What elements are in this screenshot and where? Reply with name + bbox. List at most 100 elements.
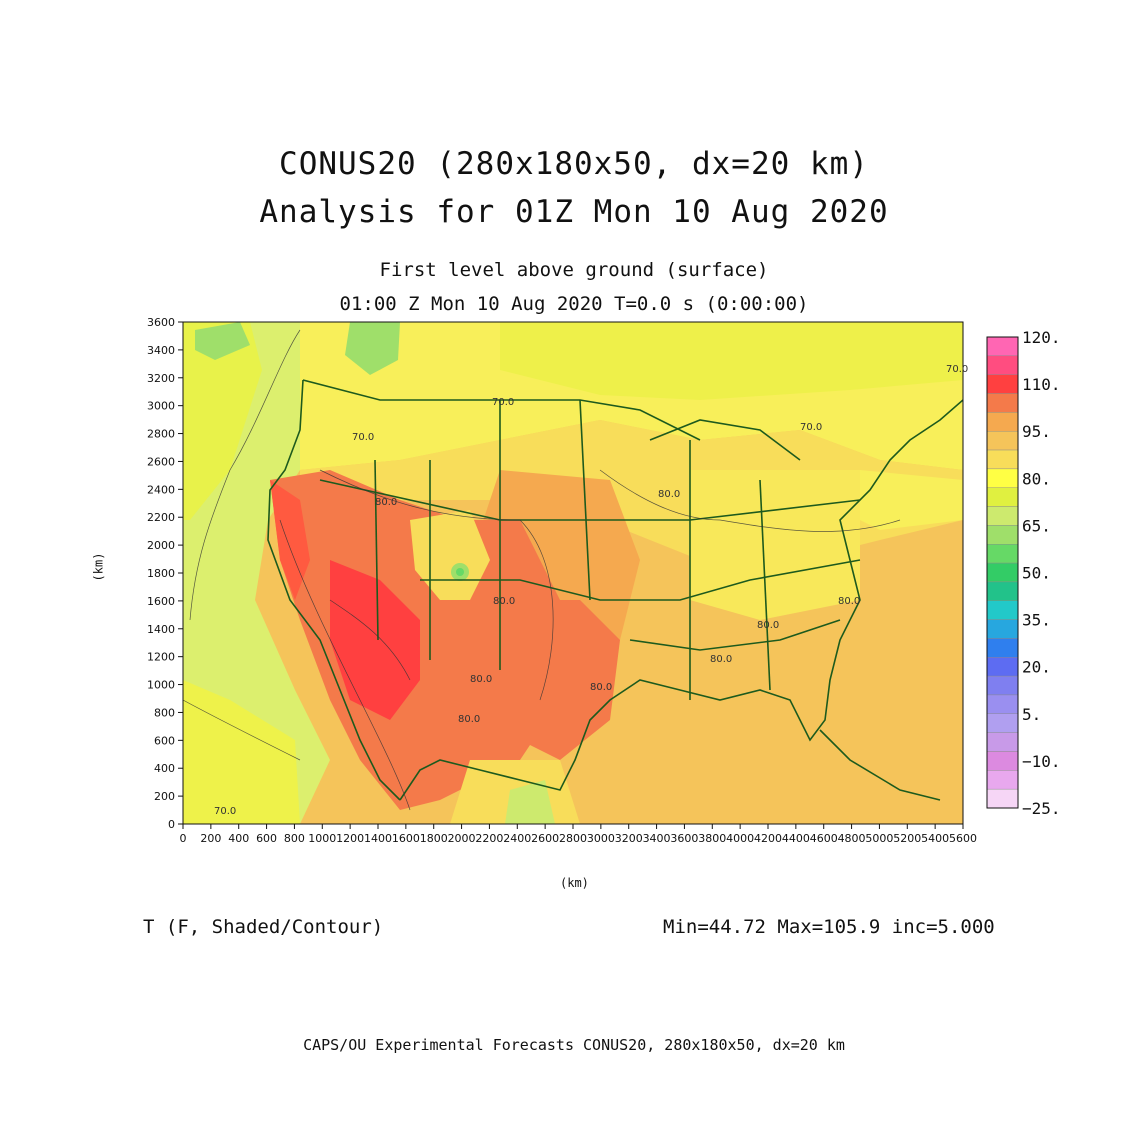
colorbar-swatch: [986, 638, 1019, 658]
x-tick-label: 4000: [726, 832, 754, 845]
y-tick-label: 3400: [147, 344, 175, 357]
y-tick-label: 0: [168, 818, 175, 831]
state-line: [759, 479, 771, 691]
contour-label: 70.0: [214, 806, 236, 817]
colorbar: 120. 110. 95. 80. 65. 50. 35. 20. 5. −10. −25.: [986, 328, 1061, 818]
colorbar-label: 110.: [1022, 375, 1061, 394]
state-line: [420, 559, 861, 601]
temperature-field: [183, 322, 963, 824]
colorbar-swatch: [986, 751, 1019, 771]
great-lakes-outline: [649, 419, 801, 461]
state-line: [579, 399, 591, 601]
map-boundaries: [267, 379, 963, 801]
contour-label: 80.0: [838, 596, 860, 607]
y-tick-label: 1800: [147, 567, 175, 580]
state-line: [629, 619, 841, 651]
cool-patch: [345, 322, 400, 375]
contour-label: 80.0: [375, 497, 397, 508]
x-tick-label: 5400: [921, 832, 949, 845]
state-line: [319, 479, 861, 521]
colorbar-swatch: [986, 336, 1019, 357]
x-tick-label: 600: [256, 832, 277, 845]
x-tick-label: 3400: [643, 832, 671, 845]
x-tick-label: 5000: [865, 832, 893, 845]
colorbar-swatch: [986, 581, 1019, 601]
contour-label: 80.0: [470, 674, 492, 685]
x-tick-label: 5200: [893, 832, 921, 845]
y-tick-label: 2200: [147, 511, 175, 524]
colorbar-label: 5.: [1022, 705, 1041, 724]
y-tick-label: 3000: [147, 400, 175, 413]
colorbar-swatch: [986, 788, 1019, 809]
field-stats: Min=44.72 Max=105.9 inc=5.000: [663, 916, 995, 938]
colorbar-label: 80.: [1022, 469, 1051, 488]
southwest-pacific-field: [183, 680, 300, 824]
x-tick-label: 1000: [308, 832, 336, 845]
desert-hot-core: [330, 560, 420, 720]
colorbar-swatch: [986, 770, 1019, 790]
colorbar-swatch: [986, 544, 1019, 564]
colorbar-swatch: [986, 374, 1019, 394]
contour-label: 80.0: [493, 596, 515, 607]
colorbar-swatch: [986, 468, 1019, 488]
eastern-us-field: [690, 470, 860, 620]
colorbar-swatch: [986, 657, 1019, 677]
x-tick-label: 4600: [810, 832, 838, 845]
contour-line: [279, 519, 411, 811]
x-tick-label: 3800: [698, 832, 726, 845]
x-tick-label: 1400: [364, 832, 392, 845]
contour-labels: 70.0 70.0 70.0 80.0 80.0 80.0 80.0 80.0 80.0 80.0…: [214, 364, 968, 817]
map-title-line2: Analysis for 01Z Mon 10 Aug 2020: [259, 194, 889, 230]
x-tick-label: 1200: [336, 832, 364, 845]
x-tick-label: 4400: [782, 832, 810, 845]
contour-label: 80.0: [658, 489, 680, 500]
x-tick-label: 3600: [670, 832, 698, 845]
contour-label: 70.0: [946, 364, 968, 375]
x-tick-label: 3200: [615, 832, 643, 845]
y-tick-label: 3200: [147, 372, 175, 385]
x-tick-label: 200: [200, 832, 221, 845]
x-tick-label: 2800: [559, 832, 587, 845]
contour-label: 70.0: [352, 432, 374, 443]
colorbar-swatch: [986, 487, 1019, 507]
y-tick-label: 3600: [147, 316, 175, 329]
x-tick-label: 800: [284, 832, 305, 845]
y-tick-label: 2000: [147, 539, 175, 552]
colorbar-swatch: [986, 355, 1019, 375]
colorbar-swatch: [986, 713, 1019, 733]
central-valley-hot: [270, 480, 310, 600]
northwest-pacific-field: [183, 322, 262, 520]
colorbar-swatch: [986, 525, 1019, 545]
contour-line: [329, 599, 411, 681]
colorbar-label: 120.: [1022, 328, 1061, 347]
colorbar-swatch: [986, 449, 1019, 470]
x-tick-label: 3000: [587, 832, 615, 845]
x-tick-label: 0: [180, 832, 187, 845]
contour-label: 70.0: [492, 397, 514, 408]
contour-label: 80.0: [757, 620, 779, 631]
y-tick-label: 1600: [147, 595, 175, 608]
contour-label: 80.0: [590, 682, 612, 693]
x-tick-label: 2200: [475, 832, 503, 845]
colorbar-swatch: [986, 562, 1019, 583]
x-tick-label: 2400: [503, 832, 531, 845]
x-tick-label: 4200: [754, 832, 782, 845]
colorbar-swatch: [986, 619, 1019, 639]
contour-line: [599, 469, 901, 532]
caribbean-islands: [819, 729, 941, 801]
colorbar-swatch: [986, 393, 1019, 413]
y-tick-label: 400: [154, 762, 175, 775]
x-tick-label: 1800: [420, 832, 448, 845]
colorbar-label: 50.: [1022, 564, 1051, 583]
y-tick-label: 2400: [147, 483, 175, 496]
colorbar-swatch: [986, 431, 1019, 451]
variable-label: T (F, Shaded/Contour): [143, 916, 384, 938]
y-tick-label: 1400: [147, 623, 175, 636]
contour-label: 80.0: [458, 714, 480, 725]
x-axis: 0 200 400 600 800 1000 1200 1400 1600 1800 2000 220…: [180, 824, 977, 845]
contour-line: [319, 469, 554, 701]
contour-line: [183, 699, 301, 761]
level-subtitle: First level above ground (surface): [379, 259, 769, 281]
map-title-line1: CONUS20 (280x180x50, dx=20 km): [279, 146, 869, 182]
